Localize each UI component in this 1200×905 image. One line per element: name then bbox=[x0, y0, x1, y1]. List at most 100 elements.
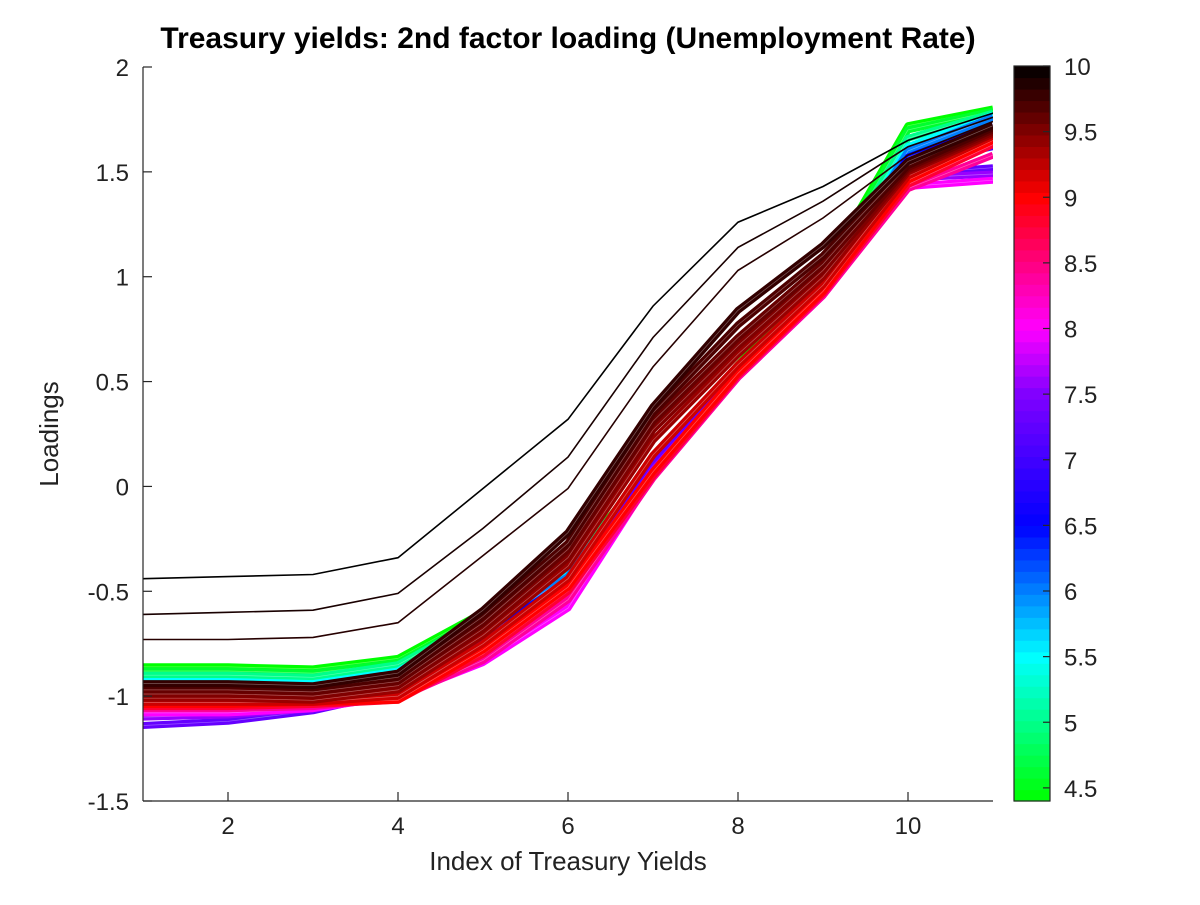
series-lines bbox=[143, 105, 993, 729]
colorbar-swatch bbox=[1014, 134, 1050, 147]
colorbar-swatch bbox=[1014, 376, 1050, 389]
colorbar-swatch bbox=[1014, 709, 1050, 722]
colorbar-swatch bbox=[1014, 732, 1050, 745]
y-tick-label: 0.5 bbox=[96, 370, 129, 397]
colorbar-swatch bbox=[1014, 192, 1050, 205]
colorbar-tick-label: 5.5 bbox=[1064, 645, 1097, 672]
y-axis-label: Loadings bbox=[34, 381, 64, 487]
colorbar-swatch bbox=[1014, 261, 1050, 274]
colorbar-swatch bbox=[1014, 743, 1050, 756]
colorbar-swatch bbox=[1014, 341, 1050, 354]
colorbar-tick-label: 7.5 bbox=[1064, 382, 1097, 409]
colorbar-swatch bbox=[1014, 686, 1050, 699]
colorbar-swatch bbox=[1014, 502, 1050, 515]
colorbar-swatch bbox=[1014, 410, 1050, 423]
colorbar-swatch bbox=[1014, 215, 1050, 228]
colorbar-swatch bbox=[1014, 100, 1050, 113]
y-tick-label: -1 bbox=[108, 684, 129, 711]
colorbar-tick-label: 10 bbox=[1064, 54, 1091, 81]
series-line bbox=[143, 122, 993, 690]
colorbar-swatch bbox=[1014, 433, 1050, 446]
colorbar-tick-label: 7 bbox=[1064, 448, 1077, 475]
colorbar-swatch bbox=[1014, 295, 1050, 308]
colorbar-swatch bbox=[1014, 628, 1050, 641]
colorbar-swatch bbox=[1014, 272, 1050, 285]
colorbar-swatch bbox=[1014, 157, 1050, 170]
colorbar-swatch bbox=[1014, 456, 1050, 469]
colorbar-swatch bbox=[1014, 146, 1050, 159]
series-line bbox=[143, 120, 993, 641]
colorbar-tick-label: 4.5 bbox=[1064, 776, 1097, 803]
colorbar-swatch bbox=[1014, 525, 1050, 538]
colorbar-swatch bbox=[1014, 330, 1050, 343]
colorbar-swatch bbox=[1014, 307, 1050, 320]
colorbar-tick-label: 9 bbox=[1064, 185, 1077, 212]
colorbar-swatch bbox=[1014, 582, 1050, 595]
colorbar-swatch bbox=[1014, 571, 1050, 584]
colorbar-tick-label: 6.5 bbox=[1064, 513, 1097, 540]
colorbar-frame bbox=[1013, 65, 1051, 802]
colorbar-swatch bbox=[1014, 364, 1050, 377]
colorbar-swatch bbox=[1014, 594, 1050, 607]
colorbar-swatch bbox=[1014, 399, 1050, 412]
colorbar-tick-label: 5 bbox=[1064, 710, 1077, 737]
x-tick-label: 2 bbox=[221, 813, 234, 840]
colorbar-swatch bbox=[1014, 755, 1050, 768]
colorbar-swatch bbox=[1014, 651, 1050, 664]
colorbar-swatch bbox=[1014, 605, 1050, 618]
colorbar-swatch bbox=[1014, 789, 1050, 802]
colorbar-swatch bbox=[1014, 180, 1050, 193]
series-line-edge bbox=[143, 129, 993, 693]
x-tick-label: 8 bbox=[731, 813, 744, 840]
colorbar-swatch bbox=[1014, 111, 1050, 125]
colorbar-swatch bbox=[1014, 513, 1050, 526]
x-tick-label: 4 bbox=[391, 813, 404, 840]
colorbar-swatch bbox=[1014, 548, 1050, 561]
colorbar-swatch bbox=[1014, 778, 1050, 791]
colorbar-swatch bbox=[1014, 640, 1050, 653]
colorbar-swatch bbox=[1014, 536, 1050, 549]
series-line bbox=[143, 112, 993, 580]
colorbar-swatch bbox=[1014, 66, 1050, 79]
series-line-edge bbox=[143, 125, 993, 687]
series-line bbox=[143, 116, 993, 616]
x-axis-label: Index of Treasury Yields bbox=[429, 846, 706, 876]
y-tick-label: 1.5 bbox=[96, 160, 129, 187]
x-tick-label: 6 bbox=[561, 813, 574, 840]
y-tick-label: 1 bbox=[116, 265, 129, 292]
colorbar-swatch bbox=[1014, 226, 1050, 239]
colorbar-swatch bbox=[1014, 238, 1050, 251]
series-line bbox=[143, 126, 993, 696]
colorbar-tick-label: 9.5 bbox=[1064, 120, 1097, 147]
colorbar-swatch bbox=[1014, 123, 1050, 136]
colorbar-swatch bbox=[1014, 674, 1050, 687]
x-tick-label: 10 bbox=[895, 813, 922, 840]
colorbar-swatch bbox=[1014, 663, 1050, 676]
colorbar-swatch bbox=[1014, 318, 1050, 331]
y-tick-label: 2 bbox=[116, 55, 129, 82]
y-tick-label: 0 bbox=[116, 474, 129, 501]
colorbar-swatch bbox=[1014, 766, 1050, 779]
colorbar-swatch bbox=[1014, 284, 1050, 297]
colorbar-swatch bbox=[1014, 617, 1050, 630]
colorbar-swatch bbox=[1014, 77, 1050, 90]
colorbar-swatch bbox=[1014, 444, 1050, 458]
colorbar-swatch bbox=[1014, 88, 1050, 102]
y-tick-label: -1.5 bbox=[88, 789, 129, 816]
colorbar-swatch bbox=[1014, 169, 1050, 182]
colorbar-swatch bbox=[1014, 203, 1050, 216]
colorbar-tick-label: 6 bbox=[1064, 579, 1077, 606]
colorbar-swatch bbox=[1014, 422, 1050, 435]
colorbar: 4.5 5 5.5 6 6.5 7 7.5 8 8.5 9 9.5 10 bbox=[1013, 54, 1097, 803]
colorbar-tick-label: 8.5 bbox=[1064, 251, 1097, 278]
colorbar-swatch bbox=[1014, 720, 1050, 733]
y-tick-label: -0.5 bbox=[88, 579, 129, 606]
colorbar-swatch bbox=[1014, 490, 1050, 504]
colorbar-swatch bbox=[1014, 559, 1050, 572]
colorbar-tick-label: 8 bbox=[1064, 317, 1077, 344]
colorbar-swatch bbox=[1014, 249, 1050, 262]
colorbar-swatch bbox=[1014, 697, 1050, 710]
colorbar-swatch bbox=[1014, 467, 1050, 481]
